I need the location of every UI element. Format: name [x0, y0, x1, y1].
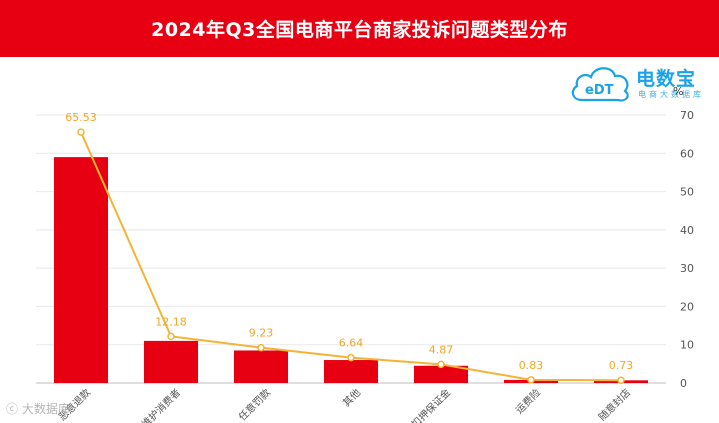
data-label: 6.64: [339, 337, 364, 350]
x-tick-label: 运费险: [513, 386, 543, 416]
watermark: ⓒ 大数据库: [6, 402, 70, 416]
logo: eDT 电数宝 电商大数据库: [568, 60, 713, 105]
data-label: 0.83: [519, 359, 544, 372]
y-tick-label: 70: [680, 109, 694, 122]
x-tick-label: 其他: [340, 386, 363, 409]
watermark-text: 大数据库: [21, 402, 70, 416]
chart-title: 2024年Q3全国电商平台商家投诉问题类型分布: [151, 19, 568, 41]
line-point: [437, 360, 445, 369]
y-axis-unit: %: [673, 85, 684, 98]
x-tick-label: 扣押保证金: [409, 386, 454, 423]
y-tick-label: 60: [680, 147, 694, 160]
svg-text:eDT: eDT: [585, 83, 614, 98]
line-point: [167, 332, 175, 341]
bar: [324, 360, 378, 383]
y-tick-label: 10: [680, 339, 694, 352]
data-label: 12.18: [155, 315, 187, 328]
bar: [414, 365, 468, 383]
x-tick-label: 仅维护消费者: [132, 386, 184, 423]
logo-name: 电数宝: [636, 68, 697, 90]
x-tick-label: 任意罚款: [236, 386, 273, 423]
line-point: [257, 343, 265, 352]
data-label: 4.87: [429, 343, 454, 356]
data-label: 0.73: [609, 359, 634, 372]
line-point: [617, 376, 625, 384]
title-bar: 2024年Q3全国电商平台商家投诉问题类型分布: [0, 0, 719, 57]
y-tick-label: 40: [680, 224, 694, 237]
line-point: [347, 353, 355, 362]
cloud-logo-icon: eDT: [571, 67, 629, 102]
line-point: [77, 128, 85, 136]
bar: [144, 340, 198, 383]
logo-subtitle: 电商大数据库: [638, 90, 704, 99]
y-tick-label: 20: [680, 300, 694, 313]
bar: [234, 350, 288, 383]
y-tick-label: 0: [680, 377, 687, 390]
line-point: [527, 376, 535, 384]
y-tick-label: 50: [680, 186, 694, 199]
data-label: 65.53: [65, 111, 97, 124]
data-label: 9.23: [249, 327, 274, 340]
bar: [54, 157, 108, 383]
y-tick-label: 30: [680, 262, 694, 275]
x-tick-label: 随意封店: [596, 386, 633, 423]
